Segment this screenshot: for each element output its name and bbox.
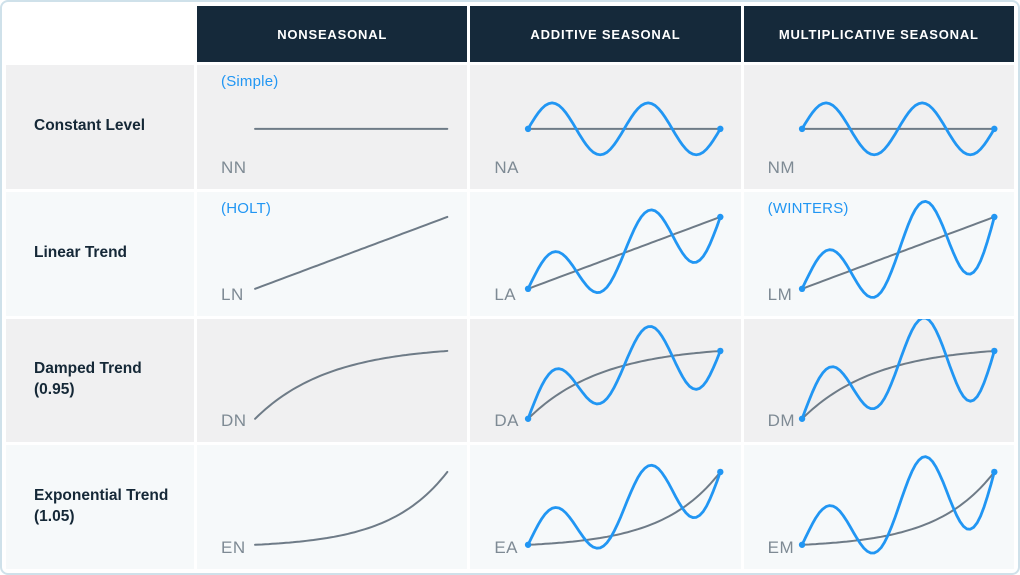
column-header: MULTIPLICATIVE SEASONAL: [743, 6, 1014, 62]
column-header: ADDITIVE SEASONAL: [470, 6, 741, 62]
model-curve-chart: [254, 349, 449, 420]
model-curve-chart: [254, 127, 449, 130]
model-code-label: DA: [494, 411, 519, 431]
model-code-label: NA: [494, 157, 519, 177]
model-curve-chart: [798, 101, 998, 157]
model-curve-chart: [254, 215, 449, 290]
model-code-label: DM: [767, 411, 796, 431]
model-cell-ln: (HOLT) LN: [197, 191, 468, 316]
model-note-label: (HOLT): [221, 199, 272, 217]
model-code-label: NM: [767, 157, 796, 177]
model-curve-chart: [525, 464, 724, 550]
model-code-label: LA: [494, 284, 517, 304]
column-header-label: MULTIPLICATIVE SEASONAL: [778, 26, 979, 42]
model-cell-em: EM: [743, 445, 1014, 569]
model-cell-ea: EA: [470, 445, 741, 569]
model-cell-lm: (WINTERS) LM: [743, 191, 1014, 316]
model-code-label: EM: [767, 538, 795, 557]
model-code-label: EN: [221, 538, 246, 557]
model-cell-la: LA: [470, 191, 741, 316]
model-cell-da: DA: [470, 318, 741, 443]
model-curve-chart: [254, 471, 449, 547]
row-label-cell: Constant Level: [6, 65, 194, 189]
row-sublabel: (0.95): [34, 381, 75, 399]
model-code-label: LM: [767, 284, 793, 304]
model-code-label: EA: [494, 538, 519, 557]
row-label: Exponential Trend: [34, 487, 169, 505]
model-code-label: NN: [221, 157, 247, 177]
column-header-label: NONSEASONAL: [277, 26, 388, 42]
model-cell-en: EN: [197, 445, 468, 569]
row-sublabel: (1.05): [34, 508, 75, 526]
model-code-label: LN: [221, 284, 244, 304]
model-cell-nn: (Simple) NN: [197, 65, 468, 189]
row-label: Linear Trend: [34, 244, 128, 262]
model-cell-na: NA: [470, 65, 741, 189]
model-code-label: DN: [221, 411, 247, 431]
model-cell-nm: NM: [743, 65, 1014, 189]
model-curve-chart: [798, 199, 998, 299]
model-curve-chart: [525, 324, 724, 422]
column-header-label: ADDITIVE SEASONAL: [530, 26, 681, 42]
taxonomy-grid: NONSEASONAL ADDITIVE SEASONAL MULTIPLICA…: [6, 6, 1014, 569]
row-label-cell: Linear Trend: [6, 191, 194, 316]
corner-cell: [6, 6, 194, 62]
row-label: Damped Trend: [34, 360, 142, 378]
model-note-label: (WINTERS): [767, 199, 849, 217]
row-label-cell: Exponential Trend (1.05): [6, 445, 194, 569]
row-label-cell: Damped Trend (0.95): [6, 318, 194, 443]
model-curve-chart: [525, 208, 724, 294]
model-note-label: (Simple): [221, 73, 279, 90]
model-curve-chart: [798, 318, 998, 422]
model-cell-dm: DM: [743, 318, 1014, 443]
column-header: NONSEASONAL: [197, 6, 468, 62]
model-cell-dn: DN: [197, 318, 468, 443]
row-label: Constant Level: [34, 117, 146, 135]
model-curve-chart: [525, 101, 724, 157]
model-curve-chart: [798, 455, 998, 555]
